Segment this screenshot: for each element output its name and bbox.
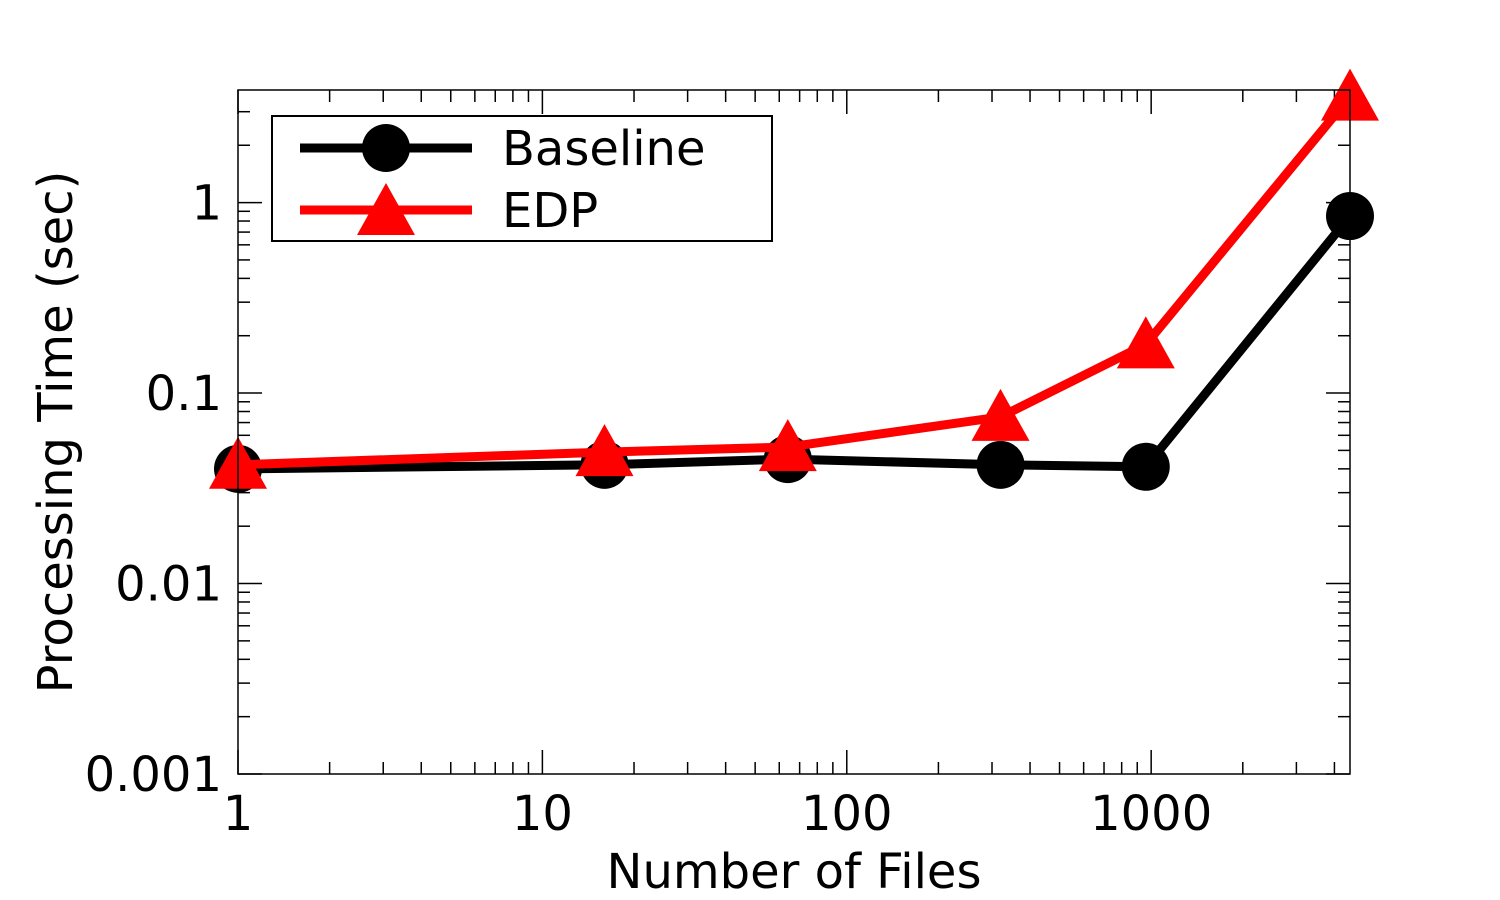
data-point-edp: [575, 424, 634, 477]
tick-labels-layer: 1 10 100 1000 0.001 0.01 0.1 1: [85, 176, 1213, 842]
legend-label-edp: EDP: [502, 183, 598, 239]
x-tick-label: 100: [801, 786, 893, 842]
data-point-edp: [1116, 316, 1175, 369]
data-point-edp: [971, 388, 1030, 441]
x-axis-title: Number of Files: [607, 844, 982, 900]
y-tick-label: 0.001: [85, 747, 222, 803]
data-point-edp: [758, 419, 817, 472]
ticks-layer: [237, 90, 1350, 775]
x-tick-label: 1000: [1090, 786, 1212, 842]
series-line-edp: [237, 93, 1354, 470]
legend-box: [271, 115, 773, 242]
x-tick-label: 1: [223, 786, 254, 842]
series-line-baseline: [237, 213, 1354, 474]
x-tick-label: 10: [512, 786, 573, 842]
data-point-baseline: [1121, 442, 1170, 491]
data-point-baseline: [976, 440, 1025, 489]
legend-baseline-marker: [362, 124, 410, 172]
plot-frame: [237, 89, 1351, 775]
legend-edp-marker: [357, 183, 415, 235]
legend-label-baseline: Baseline: [502, 121, 706, 177]
legend: Baseline EDP: [271, 115, 773, 242]
y-axis-title: Processing Time (sec): [28, 171, 84, 694]
y-tick-label: 1: [191, 176, 222, 232]
y-tick-label: 0.1: [146, 366, 222, 422]
y-tick-label: 0.01: [115, 557, 222, 613]
